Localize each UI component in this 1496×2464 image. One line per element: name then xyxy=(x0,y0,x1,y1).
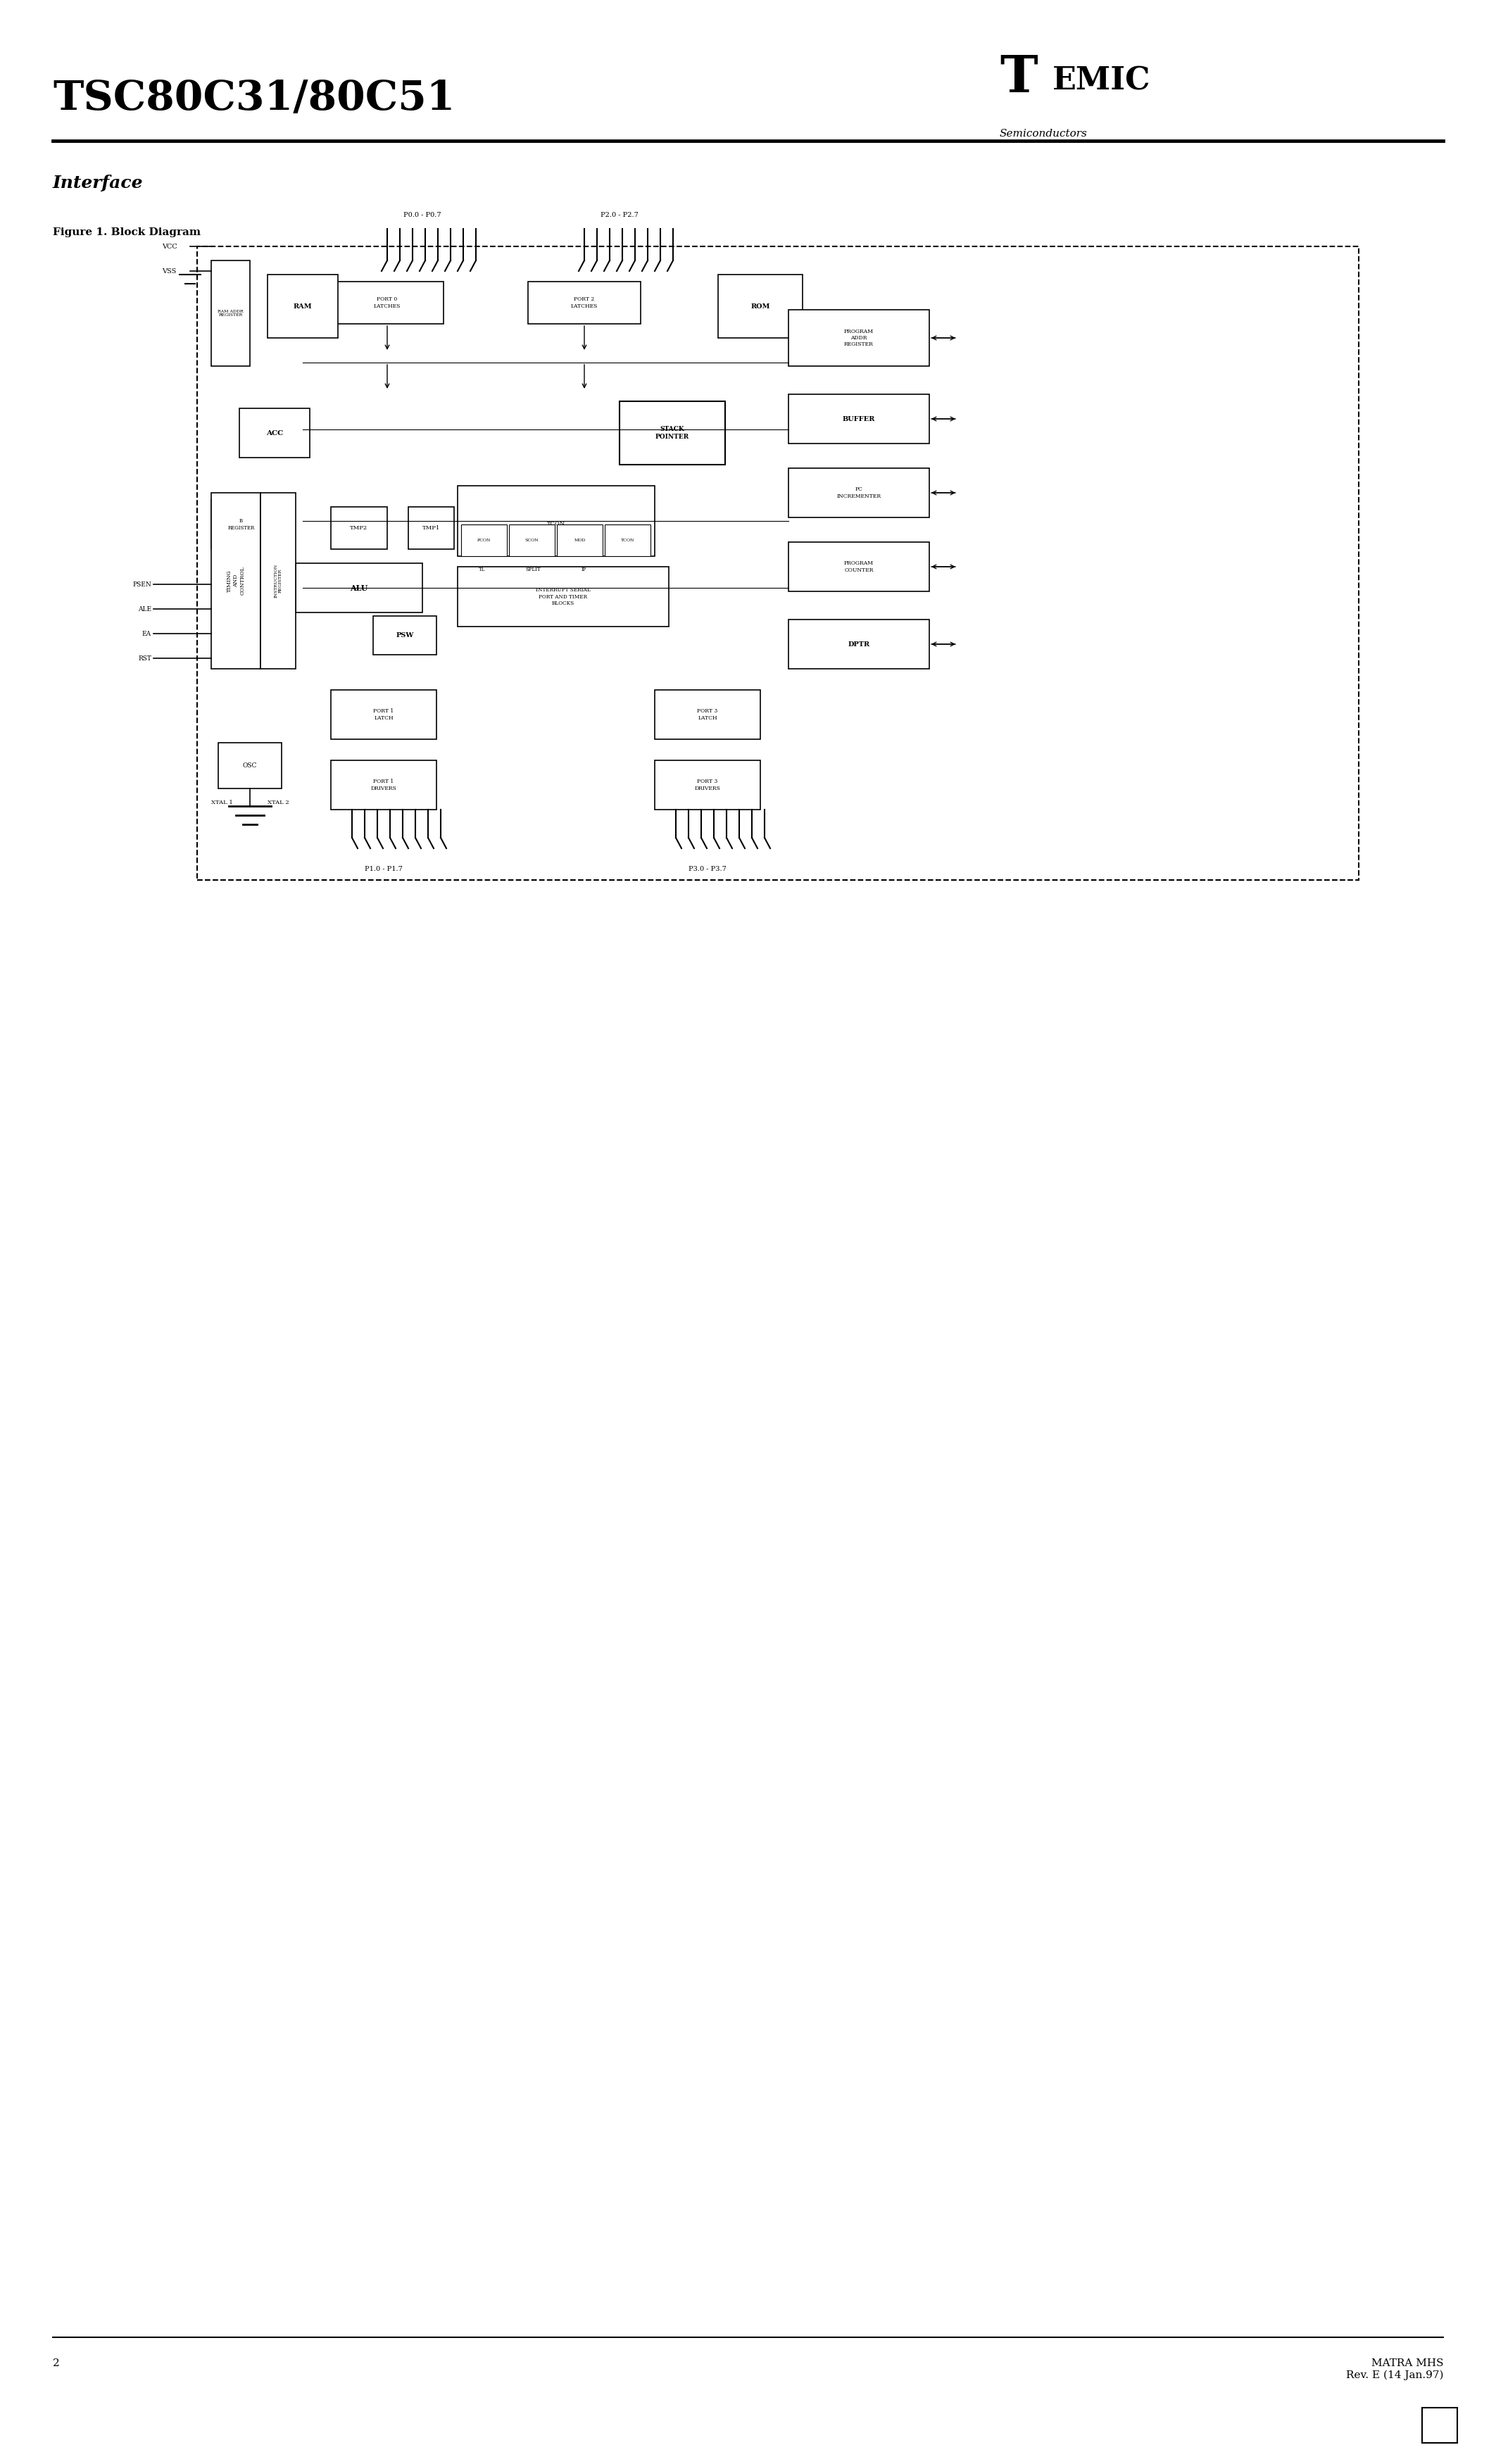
Text: XTAL 2: XTAL 2 xyxy=(268,801,289,806)
Text: TMP2: TMP2 xyxy=(350,525,368,530)
Text: BUFFER: BUFFER xyxy=(842,416,875,421)
FancyBboxPatch shape xyxy=(373,616,437,655)
FancyBboxPatch shape xyxy=(331,761,437,811)
FancyBboxPatch shape xyxy=(211,500,271,549)
Text: ACC: ACC xyxy=(266,429,283,436)
Text: RAM: RAM xyxy=(293,303,313,310)
FancyBboxPatch shape xyxy=(604,525,651,557)
Text: P1.0 - P1.7: P1.0 - P1.7 xyxy=(365,865,402,872)
FancyBboxPatch shape xyxy=(211,493,260,668)
Text: INSTRUCTION
REGISTER: INSTRUCTION REGISTER xyxy=(274,564,281,599)
Text: TMP1: TMP1 xyxy=(422,525,440,530)
Text: Interface: Interface xyxy=(52,175,144,192)
Text: PC
INCREMENTER: PC INCREMENTER xyxy=(836,488,881,498)
Text: PROGRAM
COUNTER: PROGRAM COUNTER xyxy=(844,562,874,572)
Text: Semiconductors: Semiconductors xyxy=(999,128,1088,138)
Text: T: T xyxy=(999,52,1038,103)
FancyBboxPatch shape xyxy=(260,493,296,668)
FancyBboxPatch shape xyxy=(557,525,603,557)
Text: Figure 1. Block Diagram: Figure 1. Block Diagram xyxy=(52,227,200,237)
Text: VCC: VCC xyxy=(162,244,177,249)
FancyBboxPatch shape xyxy=(788,394,929,444)
Text: PORT 0
LATCHES: PORT 0 LATCHES xyxy=(374,296,401,308)
FancyBboxPatch shape xyxy=(268,274,338,338)
Text: PCON: PCON xyxy=(477,540,491,542)
FancyBboxPatch shape xyxy=(788,618,929,668)
Text: RAM ADDR
REGISTER: RAM ADDR REGISTER xyxy=(218,310,244,318)
FancyBboxPatch shape xyxy=(458,567,669,626)
Text: EMIC: EMIC xyxy=(1053,67,1150,96)
Text: PSW: PSW xyxy=(396,633,414,638)
Text: P0.0 - P0.7: P0.0 - P0.7 xyxy=(404,212,441,219)
Text: MATRA MHS
Rev. E (14 Jan.97): MATRA MHS Rev. E (14 Jan.97) xyxy=(1346,2358,1444,2380)
Text: P3.0 - P3.7: P3.0 - P3.7 xyxy=(688,865,727,872)
FancyBboxPatch shape xyxy=(296,564,422,614)
Text: PORT 1
DRIVERS: PORT 1 DRIVERS xyxy=(371,779,396,791)
Text: ALU: ALU xyxy=(350,584,368,591)
Text: P2.0 - P2.7: P2.0 - P2.7 xyxy=(600,212,639,219)
Text: ROM: ROM xyxy=(751,303,770,310)
FancyBboxPatch shape xyxy=(331,508,387,549)
Text: SPLIT: SPLIT xyxy=(525,567,540,572)
Text: TCON: TCON xyxy=(621,540,634,542)
FancyBboxPatch shape xyxy=(788,468,929,517)
FancyBboxPatch shape xyxy=(655,761,760,811)
FancyBboxPatch shape xyxy=(211,261,250,367)
FancyBboxPatch shape xyxy=(718,274,802,338)
Text: PORT 1
LATCH: PORT 1 LATCH xyxy=(374,710,393,719)
FancyBboxPatch shape xyxy=(655,690,760,739)
Text: STACK
POINTER: STACK POINTER xyxy=(655,426,690,439)
Text: TSC80C31/80C51: TSC80C31/80C51 xyxy=(52,79,455,118)
Text: XTAL 1: XTAL 1 xyxy=(211,801,233,806)
Text: PORT 3
LATCH: PORT 3 LATCH xyxy=(697,710,718,719)
FancyBboxPatch shape xyxy=(239,409,310,458)
FancyBboxPatch shape xyxy=(331,281,443,323)
Text: ALE: ALE xyxy=(138,606,151,611)
FancyBboxPatch shape xyxy=(788,542,929,591)
Text: VSS: VSS xyxy=(162,269,177,274)
FancyBboxPatch shape xyxy=(509,525,555,557)
Text: IP: IP xyxy=(580,567,586,572)
FancyBboxPatch shape xyxy=(331,690,437,739)
Text: TIMING
AND
CONTROL: TIMING AND CONTROL xyxy=(226,567,245,596)
Text: INTERRUPT SERIAL
PORT AND TIMER
BLOCKS: INTERRUPT SERIAL PORT AND TIMER BLOCKS xyxy=(536,586,591,606)
Text: DPTR: DPTR xyxy=(848,641,869,648)
FancyBboxPatch shape xyxy=(528,281,640,323)
Text: EA: EA xyxy=(142,631,151,636)
FancyBboxPatch shape xyxy=(458,485,655,557)
FancyBboxPatch shape xyxy=(1423,2407,1457,2442)
FancyBboxPatch shape xyxy=(218,742,281,788)
Text: TL: TL xyxy=(479,567,486,572)
Text: SCON: SCON xyxy=(525,540,539,542)
Text: 2: 2 xyxy=(52,2358,60,2368)
Text: MOD: MOD xyxy=(574,540,585,542)
FancyBboxPatch shape xyxy=(619,402,726,466)
Text: RST: RST xyxy=(138,655,151,660)
FancyBboxPatch shape xyxy=(788,310,929,367)
Text: B
REGISTER: B REGISTER xyxy=(227,517,254,530)
FancyBboxPatch shape xyxy=(197,246,1358,880)
Text: PORT 3
DRIVERS: PORT 3 DRIVERS xyxy=(694,779,721,791)
Text: PORT 2
LATCHES: PORT 2 LATCHES xyxy=(571,296,598,308)
Text: PSEN: PSEN xyxy=(133,582,151,586)
FancyBboxPatch shape xyxy=(408,508,455,549)
Text: PROGRAM
ADDR
REGISTER: PROGRAM ADDR REGISTER xyxy=(844,328,874,347)
Text: TCON: TCON xyxy=(548,520,565,527)
FancyBboxPatch shape xyxy=(461,525,507,557)
Text: OSC: OSC xyxy=(242,761,257,769)
